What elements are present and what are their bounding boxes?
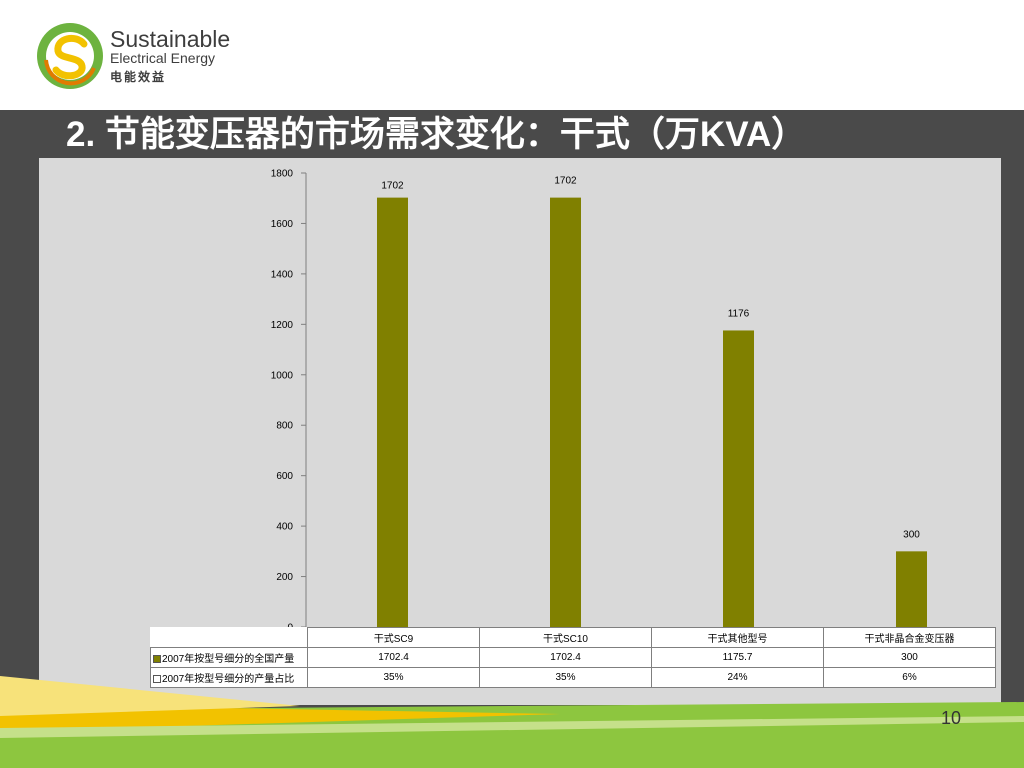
table-row: 2007年按型号细分的产量占比 35% 35% 24% 6% bbox=[150, 667, 996, 688]
page-number: 10 bbox=[941, 708, 962, 728]
series-legend-output: 2007年按型号细分的全国产量 bbox=[150, 647, 308, 668]
empty-square-icon bbox=[153, 675, 161, 684]
table-header-row: 干式SC9 干式SC10 干式其他型号 干式非晶合金变压器 bbox=[151, 627, 996, 648]
bar bbox=[550, 197, 581, 627]
bar bbox=[896, 551, 927, 627]
chart-data-table: 干式SC9 干式SC10 干式其他型号 干式非晶合金变压器 2007年按型号细分… bbox=[150, 627, 996, 688]
table-cell: 1175.7 bbox=[651, 647, 824, 668]
table-category-header: 干式非晶合金变压器 bbox=[823, 627, 996, 648]
bottom-decoration bbox=[0, 676, 1024, 768]
bar-data-label: 1176 bbox=[728, 308, 750, 319]
table-cell: 6% bbox=[823, 667, 996, 688]
y-tick-label: 1600 bbox=[271, 219, 294, 230]
series-name: 2007年按型号细分的产量占比 bbox=[162, 674, 295, 685]
slide-title: 2. 节能变压器的市场需求变化：干式（万KVA） bbox=[66, 115, 807, 154]
brand-subtitle: Electrical Energy bbox=[110, 50, 216, 66]
table-cell: 1702.4 bbox=[307, 647, 480, 668]
bar-data-label: 1702 bbox=[381, 181, 404, 192]
bar-chart: 020040060080010001200140016001800 170217… bbox=[271, 169, 927, 634]
table-cell: 300 bbox=[823, 647, 996, 668]
y-tick-label: 600 bbox=[276, 471, 293, 482]
bar-series: 1702 1702 1176 300 bbox=[377, 176, 927, 627]
chart-panel: 020040060080010001200140016001800 170217… bbox=[39, 158, 1001, 705]
y-axis-ticks: 020040060080010001200140016001800 bbox=[271, 169, 306, 634]
table-category-header: 干式SC10 bbox=[479, 627, 652, 648]
y-tick-label: 1400 bbox=[271, 269, 294, 280]
y-tick-label: 1000 bbox=[271, 370, 294, 381]
table-category-header: 干式SC9 bbox=[307, 627, 480, 648]
bar-data-label: 1702 bbox=[554, 176, 577, 187]
brand-name: Sustainable bbox=[110, 26, 231, 52]
table-row: 2007年按型号细分的全国产量 1702.4 1702.4 1175.7 300 bbox=[150, 647, 996, 668]
series-name: 2007年按型号细分的全国产量 bbox=[162, 654, 295, 665]
brand-chinese-name: 电能效益 bbox=[110, 70, 167, 84]
y-tick-label: 200 bbox=[276, 572, 293, 583]
y-tick-label: 1800 bbox=[271, 169, 294, 180]
table-cell: 35% bbox=[307, 667, 480, 688]
sustainable-energy-logo-icon bbox=[37, 23, 103, 89]
series-legend-share: 2007年按型号细分的产量占比 bbox=[150, 667, 308, 688]
y-tick-label: 800 bbox=[276, 421, 293, 432]
bar bbox=[723, 330, 754, 627]
header: Sustainable Electrical Energy 电能效益 bbox=[0, 0, 1024, 110]
y-tick-label: 1200 bbox=[271, 320, 294, 331]
table-category-header: 干式其他型号 bbox=[651, 627, 824, 648]
table-cell: 1702.4 bbox=[479, 647, 652, 668]
bar bbox=[377, 197, 408, 627]
olive-square-icon bbox=[153, 655, 161, 664]
y-tick-label: 400 bbox=[276, 522, 293, 533]
bar-data-label: 300 bbox=[903, 529, 920, 540]
